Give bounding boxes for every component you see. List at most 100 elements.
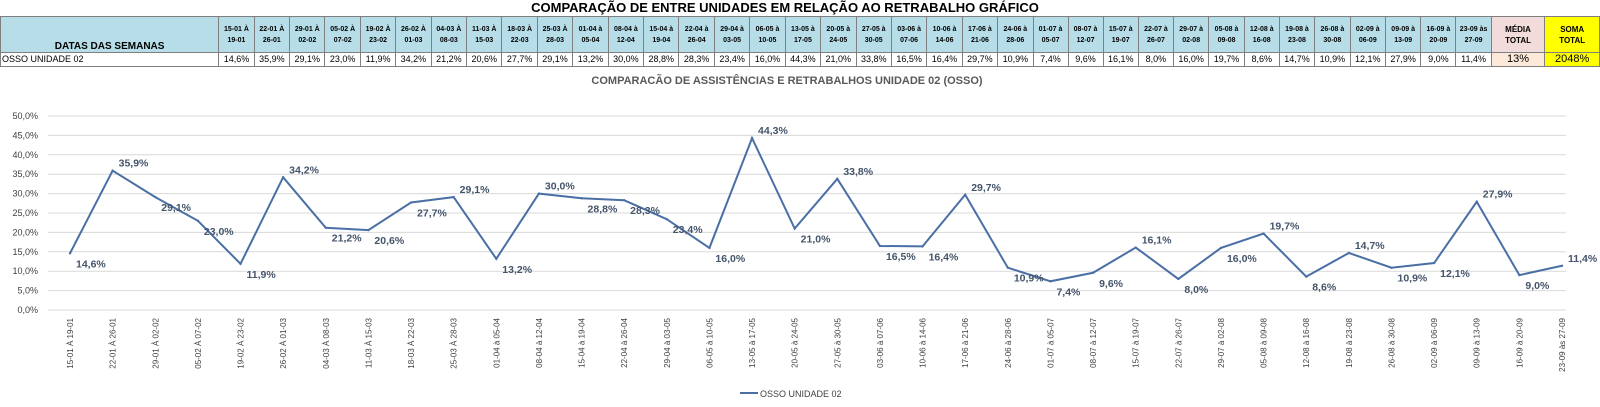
week-header-line: 19-04 xyxy=(652,36,671,44)
y-tick-label: 0,0% xyxy=(17,305,38,315)
data-point xyxy=(793,227,796,230)
data-label: 14,6% xyxy=(76,258,106,270)
soma-total-header-line: SOMA xyxy=(1560,24,1585,34)
data-label: 8,6% xyxy=(1312,282,1337,294)
week-header-line: 15-03 xyxy=(475,36,494,44)
data-label: 20,6% xyxy=(374,235,404,247)
line-chart: COMPARACÃO DE ASSISTÊNCIAS E RETRABALHOS… xyxy=(12,74,1597,399)
week-header-line: 19-02 À xyxy=(365,25,391,33)
data-point xyxy=(708,246,711,250)
x-tick-label: 25-03 À 28-03 xyxy=(450,317,459,368)
y-tick-label: 15,0% xyxy=(12,247,38,257)
week-header-line: 26-08 à xyxy=(1320,25,1345,33)
data-label: 21,0% xyxy=(801,234,831,246)
data-label: 23,4% xyxy=(673,224,703,236)
week-header-line: 26-01 xyxy=(262,36,281,44)
week-header-line: 27-05 à xyxy=(861,25,886,33)
week-header: 03-06 à 07-06 xyxy=(890,16,928,53)
data-label: 23,0% xyxy=(204,226,234,238)
week-header-line: 09-09 à xyxy=(1391,25,1416,33)
week-value: 23,4% xyxy=(713,52,751,67)
week-header-line: 16-08 xyxy=(1252,36,1271,44)
data-point xyxy=(1262,232,1265,235)
table-row: OSSO UNIDADE 02 14,6% 35,9% 29,1% 23,0% 11,9… xyxy=(0,52,1600,67)
data-label: 13,2% xyxy=(502,264,532,276)
data-point xyxy=(68,252,72,255)
week-header-line: 12-08 à xyxy=(1249,25,1274,33)
week-header-line: 16-09 à xyxy=(1426,25,1451,33)
data-point xyxy=(111,169,114,172)
data-point xyxy=(1091,271,1095,274)
data-point xyxy=(537,192,541,195)
x-tick-label: 06-05 à 10-05 xyxy=(705,317,714,367)
week-header-line: 08-04 à xyxy=(613,25,638,33)
week-value: 9,0% xyxy=(1420,52,1457,67)
week-value: 8,6% xyxy=(1243,52,1280,67)
data-point xyxy=(367,228,370,232)
x-tick-label: 08-04 à 12-04 xyxy=(535,317,544,367)
week-value: 35,9% xyxy=(253,52,291,67)
week-header-line: 29-04 à xyxy=(720,25,744,33)
data-point xyxy=(1006,266,1010,269)
week-header-line: 30-05 xyxy=(864,36,883,44)
week-header: 15-04 à 19-04 xyxy=(643,16,680,53)
data-label: 7,4% xyxy=(1056,286,1081,298)
data-point xyxy=(750,136,754,140)
data-label: 11,9% xyxy=(247,269,277,281)
y-tick-label: 20,0% xyxy=(12,227,38,237)
week-value: 12,1% xyxy=(1349,52,1386,67)
week-header-line: 28-06 xyxy=(1006,36,1025,44)
week-header: 02-09 à 06-09 xyxy=(1349,16,1386,53)
week-header: 12-08 à 16-08 xyxy=(1243,16,1280,53)
data-label: 19,7% xyxy=(1270,221,1300,233)
week-header: 29-07 à 02-08 xyxy=(1172,16,1210,53)
data-label: 8,0% xyxy=(1184,284,1209,296)
week-header-line: 05-07 xyxy=(1041,36,1060,44)
media-total-header: MÉDIA TOTAL xyxy=(1490,16,1546,53)
media-total-value: 13% xyxy=(1490,52,1546,67)
x-tick-label: 16-09 à 20-09 xyxy=(1515,317,1524,367)
x-tick-label: 29-01 À 02-02 xyxy=(151,317,160,368)
data-label: 29,1% xyxy=(460,184,490,196)
week-header: 22-04 à 26-04 xyxy=(678,16,715,53)
x-tick-label: 17-06 à 21-06 xyxy=(961,317,970,367)
week-value: 27,9% xyxy=(1384,52,1422,67)
data-point xyxy=(1049,280,1052,283)
data-point xyxy=(1518,273,1521,277)
x-tick-label: 15-04 à 19-04 xyxy=(578,317,587,367)
week-header-line: 13-09 xyxy=(1394,36,1413,44)
week-header-line: 08-07 à xyxy=(1073,25,1098,33)
week-header-line: 26-07 xyxy=(1146,36,1165,44)
data-point xyxy=(1177,277,1180,281)
header-label: DATAS DAS SEMANAS xyxy=(0,16,220,53)
media-total-header-line: MÉDIA xyxy=(1505,24,1531,34)
week-header-line: 10-06 à xyxy=(932,25,957,33)
data-point xyxy=(196,219,200,222)
week-header-line: 10-05 xyxy=(758,36,777,44)
week-value: 16,4% xyxy=(926,52,963,67)
x-tick-label: 02-09 à 06-09 xyxy=(1430,317,1439,367)
week-header: 16-09 à 20-09 xyxy=(1420,16,1457,53)
data-point xyxy=(964,193,967,196)
week-header: 08-04 à 12-04 xyxy=(607,16,645,53)
x-tick-label: 26-02 À 01-03 xyxy=(279,317,288,368)
data-label: 27,7% xyxy=(417,208,447,220)
y-tick-label: 10,0% xyxy=(12,266,38,276)
week-header-line: 22-01 À xyxy=(259,25,285,33)
week-value: 8,0% xyxy=(1137,52,1174,67)
week-header-line: 20-05 à xyxy=(826,25,851,33)
soma-total-value: 2048% xyxy=(1544,52,1600,67)
week-header-line: 26-02 À xyxy=(400,25,426,33)
week-value: 29,1% xyxy=(289,52,326,67)
week-header-line: 23-02 xyxy=(369,36,387,44)
week-header: 18-03 À 22-03 xyxy=(501,16,538,53)
data-label: 27,9% xyxy=(1483,189,1513,201)
week-value: 29,7% xyxy=(961,52,999,67)
week-header: 06-05 à 10-05 xyxy=(749,16,786,53)
x-tick-label: 08-07 à 12-07 xyxy=(1089,317,1098,367)
y-tick-label: 5,0% xyxy=(17,286,38,296)
week-value: 7,4% xyxy=(1032,52,1069,67)
x-tick-label: 20-05 à 24-05 xyxy=(791,317,800,367)
week-header-line: 24-06 à xyxy=(1003,25,1028,33)
x-tick-label: 01-07 à 05-07 xyxy=(1046,317,1055,367)
